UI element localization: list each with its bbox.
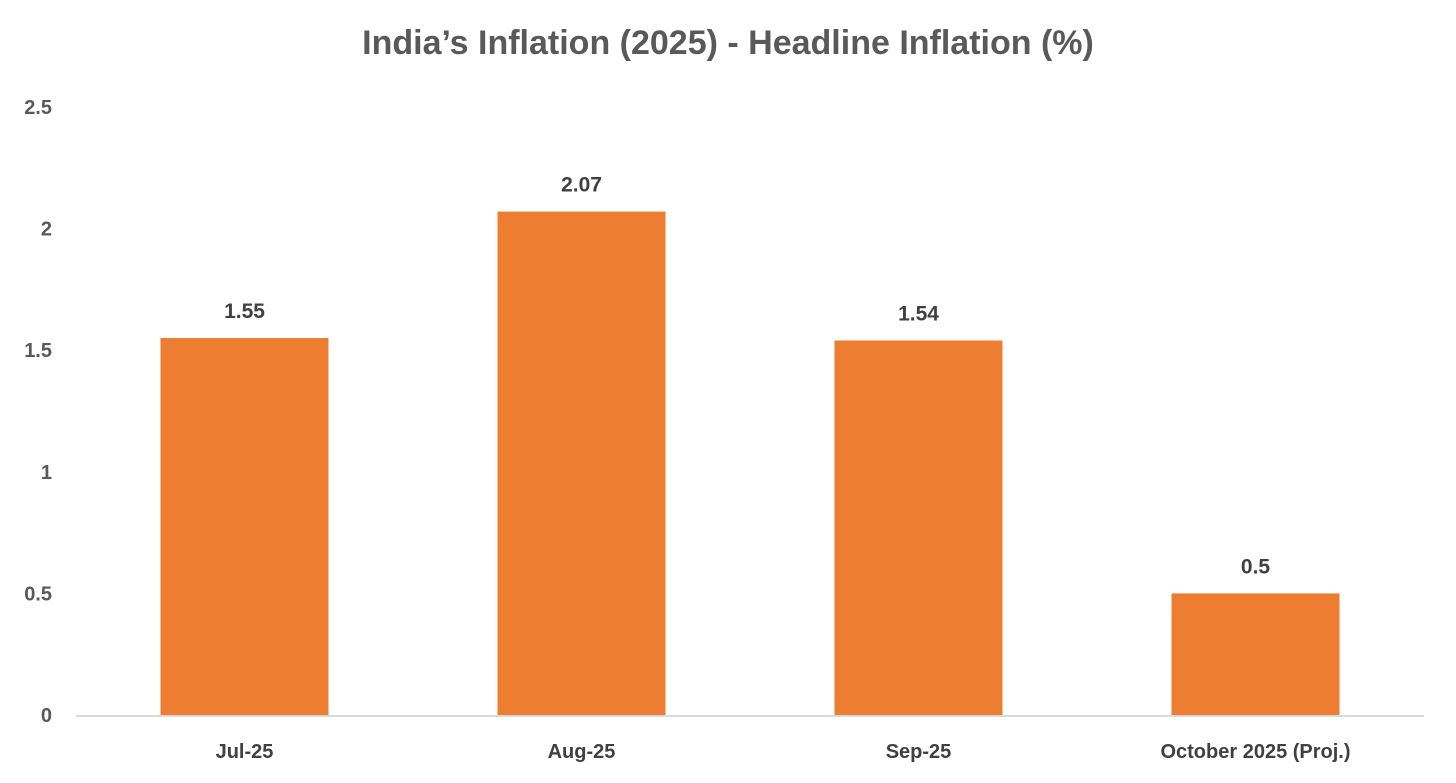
x-tick-label: Aug-25 <box>548 741 616 763</box>
y-tick-label: 2 <box>41 219 52 241</box>
y-tick-label: 0 <box>41 705 52 727</box>
chart-title: India’s Inflation (2025) - Headline Infl… <box>362 24 1094 62</box>
data-label: 2.07 <box>561 174 602 197</box>
x-tick-label: Jul-25 <box>216 741 274 763</box>
data-label: 1.54 <box>898 302 939 325</box>
bar-jul-25 <box>160 338 329 715</box>
x-tick-label: Sep-25 <box>886 741 952 763</box>
bar-aug-25 <box>497 211 666 716</box>
x-tick-label: October 2025 (Proj.) <box>1160 741 1350 763</box>
y-tick-label: 1.5 <box>24 340 52 362</box>
y-tick-label: 0.5 <box>24 583 52 605</box>
bar-sep-25 <box>834 340 1003 715</box>
data-label: 0.5 <box>1241 555 1271 578</box>
y-tick-label: 1 <box>41 462 52 484</box>
data-label: 1.55 <box>224 300 265 323</box>
y-tick-label: 2.5 <box>24 97 52 119</box>
bar-october-2025-proj <box>1171 593 1340 715</box>
